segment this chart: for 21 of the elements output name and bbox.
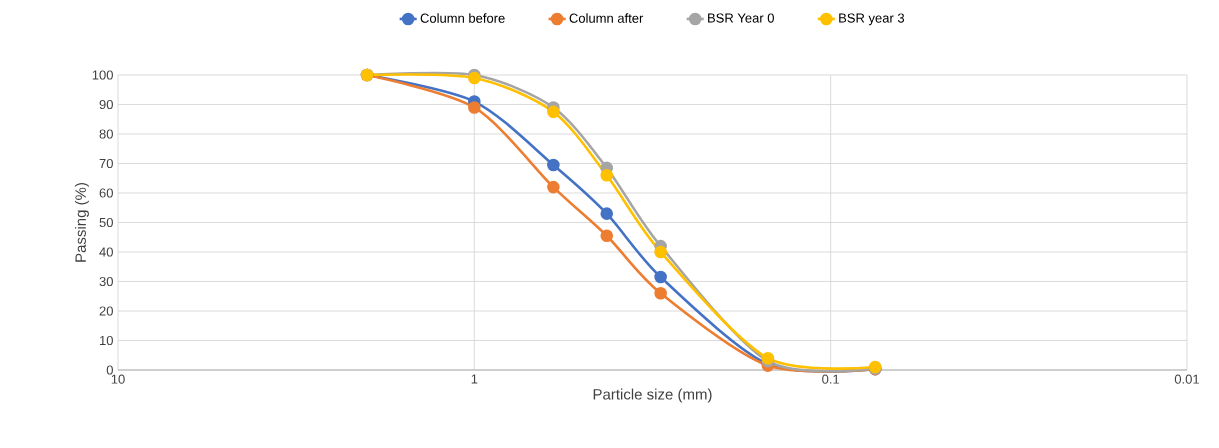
legend-label: BSR Year 0 — [708, 13, 774, 23]
y-tick-label: 40 — [99, 247, 113, 257]
x-tick-label: 10 — [111, 374, 125, 384]
x-tick-label: 0.1 — [822, 374, 840, 384]
y-tick-label: 50 — [99, 217, 113, 228]
legend-label: Column after — [569, 13, 644, 23]
y-tick-label: 100 — [92, 70, 113, 80]
y-tick-label: 20 — [99, 306, 113, 316]
y-tick-label: 80 — [99, 129, 113, 139]
y-tick-label: 10 — [99, 335, 113, 346]
x-tick-label: 1 — [471, 374, 478, 384]
y-axis-title: Passing (%) — [74, 183, 89, 262]
y-tick-label: 30 — [99, 276, 113, 287]
y-tick-label: 60 — [99, 188, 113, 198]
y-tick-label: 70 — [99, 158, 113, 169]
y-tick-label: 0 — [106, 365, 113, 375]
legend-label: Column before — [420, 13, 505, 23]
x-tick-label: 0.01 — [1174, 374, 1199, 384]
y-tick-label: 90 — [99, 99, 113, 110]
x-axis-title: Particle size (mm) — [593, 388, 712, 403]
legend-label: BSR year 3 — [839, 13, 905, 26]
